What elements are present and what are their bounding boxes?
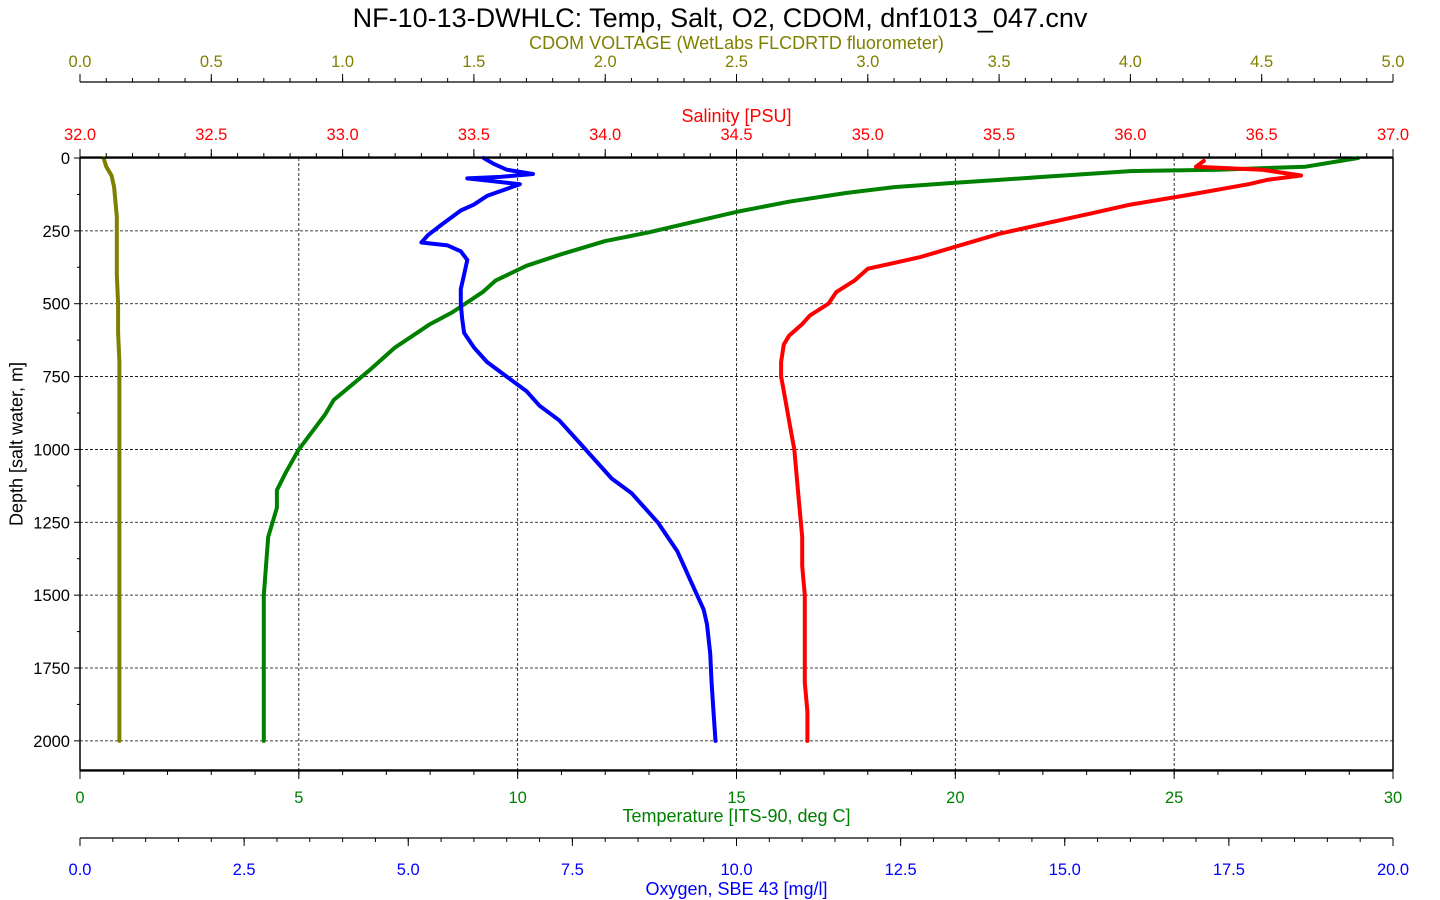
cdom-tick-label: 4.5: [1250, 53, 1273, 71]
oxygen-tick-label: 0.0: [69, 861, 92, 879]
cdom-tick-label: 4.0: [1119, 53, 1142, 71]
cdom-tick-label: 0.5: [200, 53, 223, 71]
cdom-tick-label: 0.0: [69, 53, 92, 71]
oxygen-tick-label: 17.5: [1213, 861, 1245, 879]
data-series: [101, 156, 1360, 743]
salinity-tick-label: 37.0: [1377, 126, 1409, 144]
cdom-tick-label: 3.5: [988, 53, 1011, 71]
oxygen-tick-label: 20.0: [1377, 861, 1409, 879]
salinity-profile-line: [779, 158, 1304, 743]
y-tick-label: 2000: [33, 733, 70, 751]
y-tick-label: 1500: [33, 587, 70, 605]
salinity-tick-label: 36.5: [1246, 126, 1278, 144]
oxygen-profile-line: [419, 156, 718, 743]
chart-title: NF-10-13-DWHLC: Temp, Salt, O2, CDOM, dn…: [353, 3, 1088, 33]
oxygen-tick-label: 10.0: [720, 861, 752, 879]
salinity-tick-label: 35.5: [983, 126, 1015, 144]
oxygen-tick-label: 5.0: [397, 861, 420, 879]
grid: [80, 158, 1393, 770]
salinity-tick-label: 32.0: [64, 126, 96, 144]
salinity-tick-label: 34.5: [720, 126, 752, 144]
plot-frame: [79, 157, 1394, 771]
temperature-tick-label: 15: [727, 789, 745, 807]
cdom-tick-label: 1.5: [462, 53, 485, 71]
salinity-axis-label: Salinity [PSU]: [681, 106, 791, 126]
cdom-tick-label: 3.0: [856, 53, 879, 71]
y-tick-label: 1250: [33, 514, 70, 532]
salinity-tick-label: 35.0: [852, 126, 884, 144]
y-axis-label: Depth [salt water, m]: [6, 362, 26, 526]
temperature-tick-label: 30: [1384, 789, 1402, 807]
y-tick-label: 1750: [33, 660, 70, 678]
y-tick-label: 1000: [33, 441, 70, 459]
temperature-tick-label: 25: [1165, 789, 1183, 807]
temperature-tick-label: 5: [294, 789, 303, 807]
temperature-tick-label: 10: [508, 789, 526, 807]
salinity-tick-label: 33.0: [327, 126, 359, 144]
y-tick-label: 0: [61, 150, 70, 168]
temperature-axis-label: Temperature [ITS-90, deg C]: [622, 806, 850, 826]
y-tick-label: 750: [42, 369, 70, 387]
cdom-tick-label: 2.0: [594, 53, 617, 71]
y-tick-label: 500: [42, 296, 70, 314]
oxygen-tick-label: 7.5: [561, 861, 584, 879]
cdom-profile-line: [101, 156, 122, 743]
salinity-tick-label: 33.5: [458, 126, 490, 144]
temperature-tick-label: 0: [75, 789, 84, 807]
oxygen-tick-label: 12.5: [885, 861, 917, 879]
salinity-tick-label: 36.0: [1114, 126, 1146, 144]
oxygen-tick-label: 15.0: [1049, 861, 1081, 879]
cdom-tick-label: 2.5: [725, 53, 748, 71]
y-tick-label: 250: [42, 223, 70, 241]
salinity-tick-label: 34.0: [589, 126, 621, 144]
temperature-tick-label: 20: [946, 789, 964, 807]
oxygen-axis-label: Oxygen, SBE 43 [mg/l]: [645, 879, 827, 899]
salinity-tick-label: 32.5: [195, 126, 227, 144]
cdom-tick-label: 5.0: [1382, 53, 1405, 71]
temperature-profile-line: [261, 156, 1360, 743]
cdom-tick-label: 1.0: [331, 53, 354, 71]
oxygen-tick-label: 2.5: [233, 861, 256, 879]
cdom-axis-label: CDOM VOLTAGE (WetLabs FLCDRTD fluoromete…: [529, 33, 944, 53]
